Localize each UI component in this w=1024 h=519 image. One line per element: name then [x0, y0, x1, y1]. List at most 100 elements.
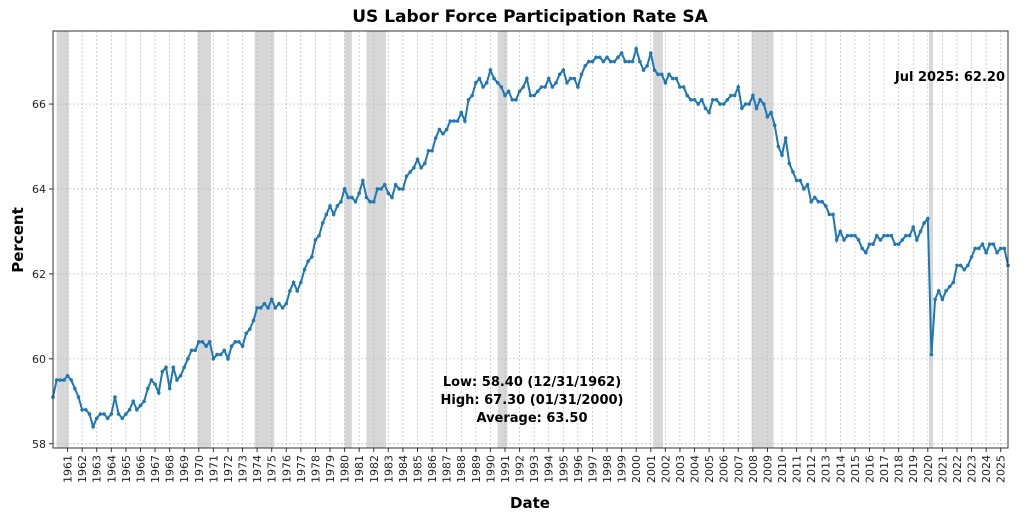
- data-point: [550, 85, 555, 89]
- data-point: [864, 250, 868, 255]
- data-point: [328, 204, 332, 208]
- x-tick-label: 1969: [178, 455, 191, 483]
- data-point: [317, 233, 321, 238]
- data-point: [1002, 246, 1007, 251]
- data-point: [674, 76, 679, 81]
- data-point: [116, 412, 121, 416]
- x-tick-label: 1989: [470, 455, 483, 483]
- data-point: [484, 81, 489, 85]
- data-point: [124, 412, 128, 416]
- data-point: [772, 123, 777, 128]
- x-tick-label: 2004: [689, 455, 702, 483]
- data-point: [182, 365, 187, 370]
- data-point: [404, 174, 409, 179]
- high-annotation: High: 67.30 (01/31/2000): [440, 393, 623, 408]
- data-point: [506, 89, 511, 94]
- data-point: [648, 51, 653, 55]
- data-point: [612, 59, 617, 64]
- data-point: [554, 81, 558, 85]
- data-point: [929, 352, 934, 357]
- x-tick-label: 1979: [324, 455, 337, 483]
- data-point: [218, 352, 223, 357]
- data-point: [885, 233, 890, 238]
- data-point: [379, 187, 383, 191]
- data-point: [229, 344, 234, 348]
- x-tick-label: 1992: [514, 455, 527, 483]
- data-point: [87, 412, 92, 416]
- series-line: [52, 45, 1009, 430]
- data-point: [896, 242, 901, 246]
- recession-band: [497, 31, 508, 448]
- data-point: [397, 187, 402, 191]
- data-point: [995, 250, 999, 255]
- data-point: [754, 106, 759, 111]
- recession-band: [366, 31, 386, 448]
- data-point: [561, 68, 566, 72]
- data-point: [280, 306, 285, 310]
- data-point: [707, 110, 711, 115]
- data-point: [211, 357, 216, 361]
- x-tick-label: 1997: [586, 455, 599, 483]
- data-point: [587, 59, 591, 64]
- x-tick-label: 1970: [193, 455, 206, 483]
- x-tick-label: 1975: [266, 455, 279, 483]
- data-point: [160, 369, 165, 374]
- data-point: [94, 416, 99, 421]
- x-tick-label: 1986: [426, 455, 439, 483]
- data-point: [776, 144, 781, 149]
- data-point: [856, 238, 861, 242]
- data-point: [382, 182, 387, 187]
- data-point: [579, 72, 584, 77]
- x-tick-label: 2019: [907, 455, 920, 483]
- x-tick-label: 1971: [207, 455, 220, 483]
- data-point: [802, 187, 806, 191]
- data-point: [481, 85, 485, 89]
- x-tick-label: 1974: [251, 455, 264, 483]
- data-point: [597, 55, 602, 60]
- data-point: [371, 199, 376, 204]
- y-tick-label: 64: [32, 183, 46, 196]
- data-point: [955, 263, 959, 268]
- data-point: [291, 280, 296, 285]
- x-tick-label: 1991: [499, 455, 512, 483]
- data-point: [102, 412, 106, 416]
- data-point: [907, 233, 912, 238]
- data-point: [299, 280, 303, 285]
- data-point: [798, 178, 803, 183]
- data-point: [998, 246, 1003, 251]
- data-point: [922, 221, 926, 225]
- data-point: [783, 136, 788, 140]
- data-point: [98, 412, 103, 416]
- data-point: [448, 119, 453, 123]
- data-point: [364, 195, 369, 200]
- data-point: [871, 242, 875, 246]
- data-point: [324, 212, 329, 217]
- data-point: [386, 191, 391, 196]
- data-point: [630, 59, 635, 64]
- data-point: [842, 238, 846, 242]
- x-tick-label: 2012: [805, 455, 818, 483]
- data-point: [251, 318, 256, 323]
- x-tick-label: 2016: [863, 455, 876, 483]
- data-point: [339, 199, 343, 204]
- data-point: [736, 85, 741, 89]
- data-point: [590, 59, 595, 64]
- data-point: [444, 127, 449, 132]
- data-point: [670, 76, 675, 81]
- x-tick-label: 1993: [528, 455, 541, 483]
- x-tick-label: 1978: [309, 455, 322, 483]
- x-tick-label: 2015: [849, 455, 862, 483]
- average-annotation: Average: 63.50: [476, 411, 587, 426]
- data-point: [703, 106, 708, 111]
- gridlines: [53, 31, 1008, 448]
- data-point: [189, 348, 194, 353]
- data-point: [743, 102, 748, 106]
- data-point: [535, 89, 540, 94]
- data-point: [76, 395, 81, 399]
- recession-band: [751, 31, 774, 448]
- data-point: [915, 238, 919, 242]
- data-point: [233, 340, 238, 344]
- data-point: [393, 182, 398, 187]
- data-point: [962, 267, 967, 272]
- data-point: [689, 97, 693, 102]
